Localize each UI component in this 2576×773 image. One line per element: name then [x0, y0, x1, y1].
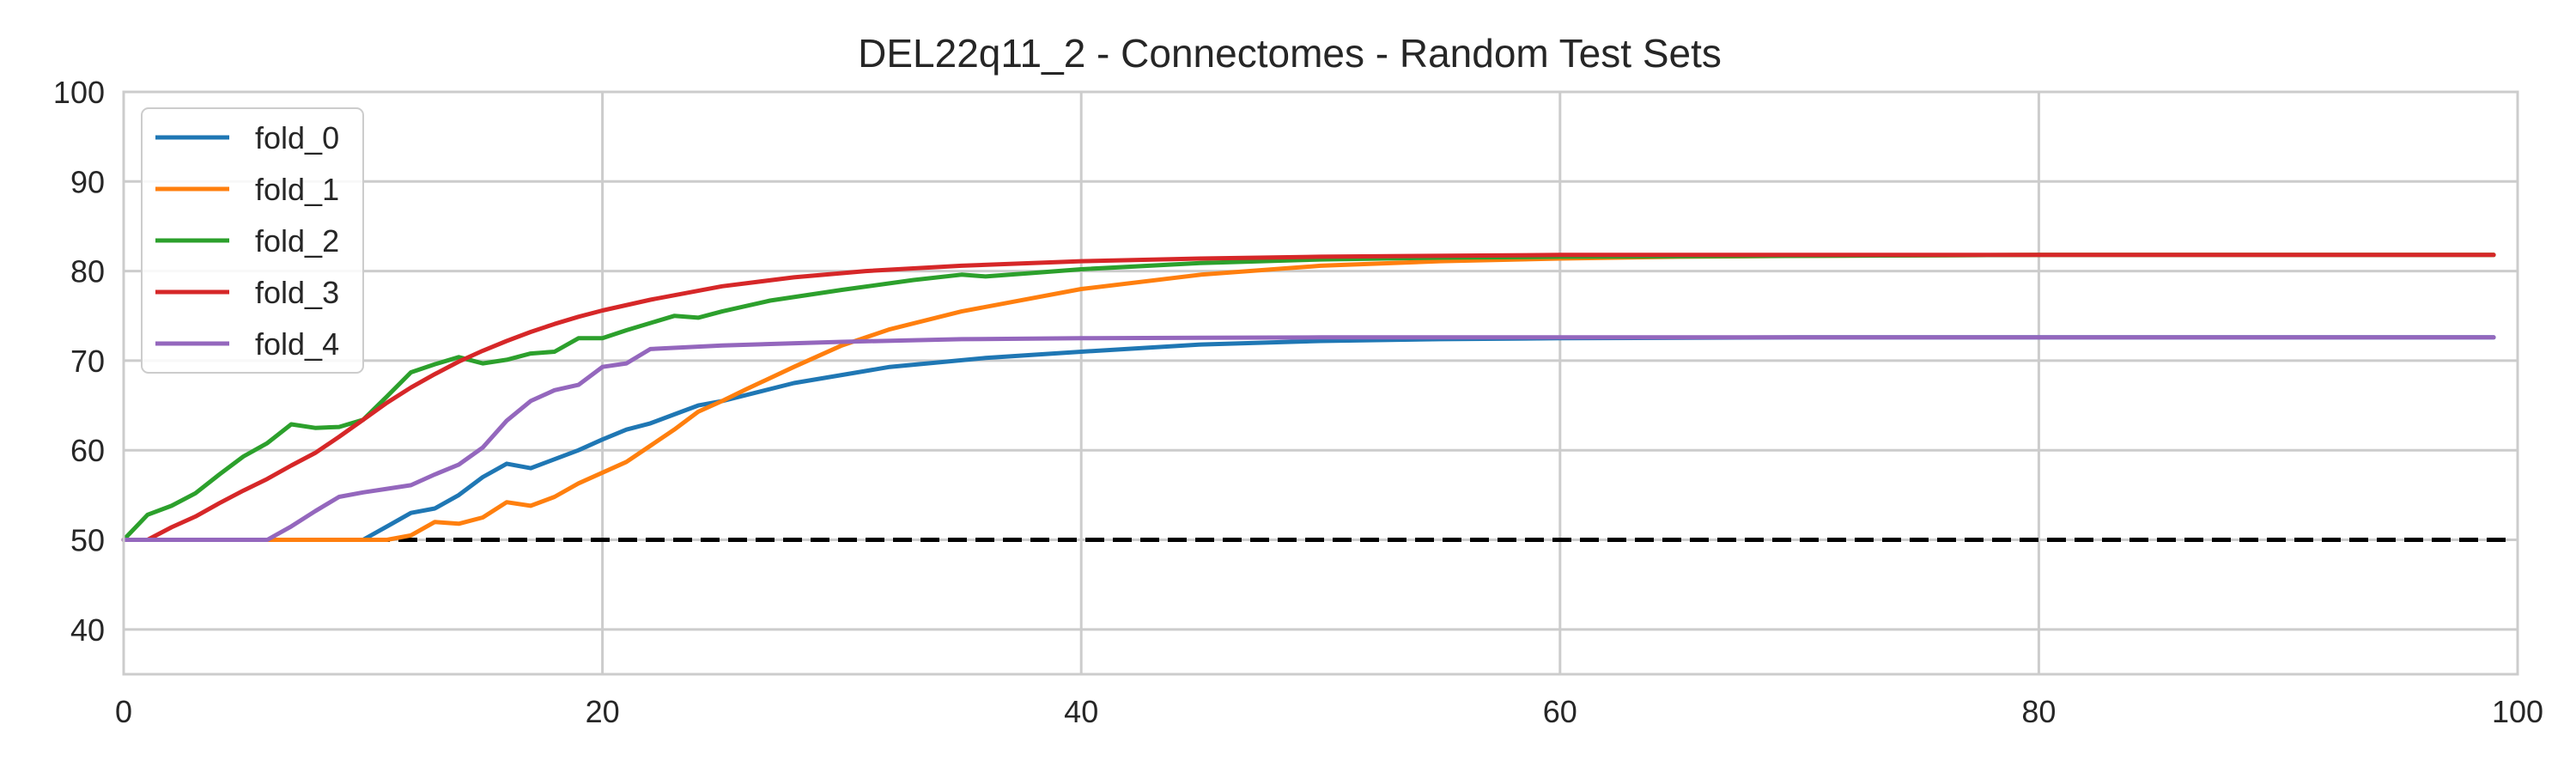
series-line-fold-2 [121, 253, 2496, 542]
y-tick-label: 40 [70, 612, 105, 648]
x-tick-label: 60 [1543, 694, 1577, 729]
legend: fold_0 fold_1 fold_2 fold_3 fold_4 [141, 107, 364, 374]
tick-labels: 0 20 40 60 80 100 40 50 60 70 80 90 100 [53, 75, 2543, 729]
legend-box [141, 107, 364, 374]
plot-frame [122, 90, 2519, 676]
series-line-fold-3 [121, 253, 2496, 542]
series-line-fold-1 [121, 253, 2496, 542]
y-tick-label: 60 [70, 433, 105, 468]
y-tick-label: 50 [70, 523, 105, 558]
y-tick-label: 70 [70, 344, 105, 379]
series-layer [121, 253, 2496, 542]
x-tick-label: 100 [2492, 694, 2543, 729]
legend-label: fold_4 [255, 326, 339, 362]
x-tick-label: 0 [115, 694, 132, 729]
y-tick-label: 80 [70, 254, 105, 289]
grid [122, 90, 2519, 674]
chart-title: DEL22q11_2 - Connectomes - Random Test S… [858, 31, 1722, 76]
legend-label: fold_3 [255, 275, 339, 310]
x-tick-label: 80 [2021, 694, 2056, 729]
series-line-fold-4 [121, 335, 2496, 542]
y-tick-label: 100 [53, 75, 105, 110]
series-line-fold-0 [121, 335, 2496, 542]
legend-label: fold_1 [255, 172, 339, 207]
x-tick-label: 40 [1064, 694, 1098, 729]
y-tick-label: 90 [70, 164, 105, 199]
legend-label: fold_2 [255, 223, 339, 259]
legend-label: fold_0 [255, 120, 339, 155]
x-tick-label: 20 [586, 694, 620, 729]
